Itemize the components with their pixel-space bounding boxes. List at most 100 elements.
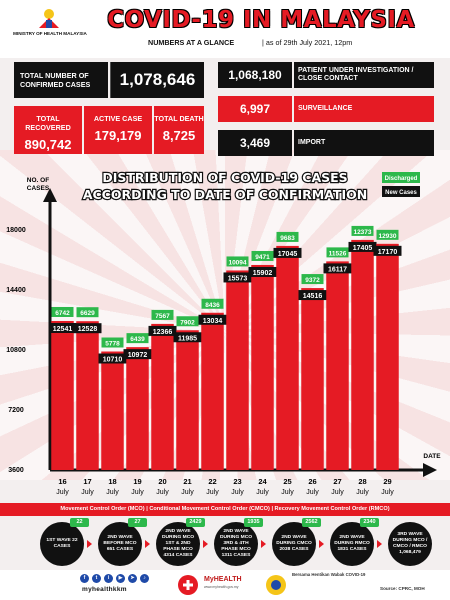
discharged-value-label: 7902 xyxy=(180,319,195,326)
wave-arrow-icon xyxy=(145,540,150,548)
bar-value-box xyxy=(173,332,202,343)
myhealth-url: www.myhealth.gov.my xyxy=(204,585,239,589)
social-handle[interactable]: myhealthkkm xyxy=(82,586,127,593)
x-axis-label: DATE xyxy=(423,453,441,460)
y-axis-label: NO. OF xyxy=(27,177,49,184)
wave-badge: 2562 xyxy=(302,518,321,527)
instagram-icon[interactable]: i xyxy=(104,574,113,583)
discharged-badge xyxy=(151,309,174,320)
discharged-badge xyxy=(201,298,224,309)
bersama-logo-icon xyxy=(266,575,286,595)
discharged-badge xyxy=(276,231,299,242)
bar-new-cases xyxy=(151,323,174,470)
pui-value: 1,068,180 xyxy=(218,62,292,88)
bar-value-label: 17405 xyxy=(353,245,373,252)
death-label: TOTAL DEATH xyxy=(154,114,204,123)
page-subtitle: NUMBERS AT A GLANCE xyxy=(148,38,235,47)
x-tick-day: 28 xyxy=(358,477,366,486)
x-tick-day: 21 xyxy=(183,477,191,486)
myhealth-name: MyHEALTH xyxy=(204,576,242,583)
youtube-icon[interactable]: ▶ xyxy=(116,574,125,583)
source-note: Source: CPRC, MOH xyxy=(380,586,425,591)
bar-new-cases xyxy=(51,320,74,470)
ministry-name: MINISTRY OF HEALTH MALAYSIA xyxy=(13,31,87,36)
surveillance-label: SURVEILLANCE xyxy=(294,96,434,122)
surveillance-value: 6,997 xyxy=(218,96,292,122)
recovered-label: TOTAL RECOVERED xyxy=(25,114,71,132)
discharged-value-label: 6629 xyxy=(80,310,95,317)
discharged-badge xyxy=(376,229,399,240)
bar-value-box xyxy=(98,353,127,364)
social-icons: f t i ▶ ➤ ♪ xyxy=(80,574,149,583)
discharged-badge xyxy=(176,316,199,327)
y-axis-label-line2: CASES xyxy=(27,185,50,192)
bottom-bar: f t i ▶ ➤ ♪ myhealthkkm MyHEALTH www.myh… xyxy=(0,570,450,600)
bar-value-box xyxy=(273,247,302,258)
page-title: COVID-19 IN MALAYSIA xyxy=(107,7,415,33)
discharged-value-label: 5778 xyxy=(105,341,120,348)
x-tick-day: 26 xyxy=(308,477,316,486)
x-tick-month: July xyxy=(231,489,244,496)
bar-new-cases xyxy=(276,245,299,470)
y-tick-label: 14400 xyxy=(6,287,26,294)
bar-value-label: 12541 xyxy=(53,326,73,333)
y-tick-label: 18000 xyxy=(6,227,26,234)
x-tick-month: July xyxy=(181,489,194,496)
bar-new-cases xyxy=(176,330,199,470)
bar-new-cases xyxy=(101,351,124,470)
bar-value-label: 15573 xyxy=(228,275,248,282)
wave-circle: 1ST WAVE 22 CASES xyxy=(40,522,84,566)
wave-badge: 27 xyxy=(128,518,147,527)
moh-crest-logo xyxy=(39,9,59,28)
y-axis-arrow xyxy=(43,188,57,202)
bar-value-label: 15902 xyxy=(253,270,273,277)
x-tick-month: July xyxy=(156,489,169,496)
twitter-icon[interactable]: t xyxy=(92,574,101,583)
bar-new-cases xyxy=(126,347,149,470)
x-tick-day: 17 xyxy=(83,477,91,486)
discharged-badge xyxy=(51,306,74,317)
discharged-value-label: 12930 xyxy=(378,233,396,240)
discharged-value-label: 8436 xyxy=(205,302,220,309)
x-tick-day: 16 xyxy=(58,477,66,486)
wave-arrow-icon xyxy=(319,540,324,548)
wave-circle: 2ND WAVE DURING RMCO 1831 CASES xyxy=(330,522,374,566)
bar-value-box xyxy=(73,323,102,334)
y-tick-label: 10800 xyxy=(6,347,26,354)
bar-value-box xyxy=(323,263,352,274)
facebook-icon[interactable]: f xyxy=(80,574,89,583)
bar-new-cases xyxy=(301,288,324,470)
wave-circle: 2ND WAVE DURING MCO 3RD & 4TH PHASE MCO … xyxy=(214,522,258,566)
x-tick-month: July xyxy=(56,489,69,496)
bar-new-cases xyxy=(76,321,99,470)
discharged-value-label: 6439 xyxy=(130,336,145,343)
x-tick-month: July xyxy=(281,489,294,496)
bar-value-label: 17045 xyxy=(278,251,298,258)
x-tick-month: July xyxy=(381,489,394,496)
bar-value-label: 16117 xyxy=(328,266,347,273)
discharged-badge xyxy=(226,256,249,267)
bar-value-label: 12366 xyxy=(153,329,173,336)
legend-new-cases-swatch xyxy=(382,186,420,197)
x-tick-day: 18 xyxy=(108,477,116,486)
bar-value-label: 13034 xyxy=(203,318,223,325)
discharged-badge xyxy=(301,274,324,285)
bar-value-label: 10710 xyxy=(103,357,123,364)
discharged-badge xyxy=(76,307,99,318)
legend-discharged-label: Discharged xyxy=(385,176,418,182)
bar-value-label: 14516 xyxy=(303,293,323,300)
chart-title-line1: DISTRIBUTION OF COVID-19 CASES xyxy=(102,170,347,185)
telegram-icon[interactable]: ➤ xyxy=(128,574,137,583)
wave-circle: 3RD WAVE DURING MCO / CMCO / RMCO 1,068,… xyxy=(388,522,432,566)
x-tick-month: July xyxy=(306,489,319,496)
discharged-badge xyxy=(326,247,349,258)
discharged-badge xyxy=(126,333,149,344)
discharged-badge xyxy=(251,250,274,261)
tiktok-icon[interactable]: ♪ xyxy=(140,574,149,583)
myhealth-logo-icon xyxy=(178,575,198,595)
x-tick-day: 25 xyxy=(283,477,291,486)
import-label: IMPORT xyxy=(294,130,434,156)
wave-badge: 1935 xyxy=(244,518,263,527)
death-stat: TOTAL DEATH 8,725 xyxy=(154,106,204,154)
